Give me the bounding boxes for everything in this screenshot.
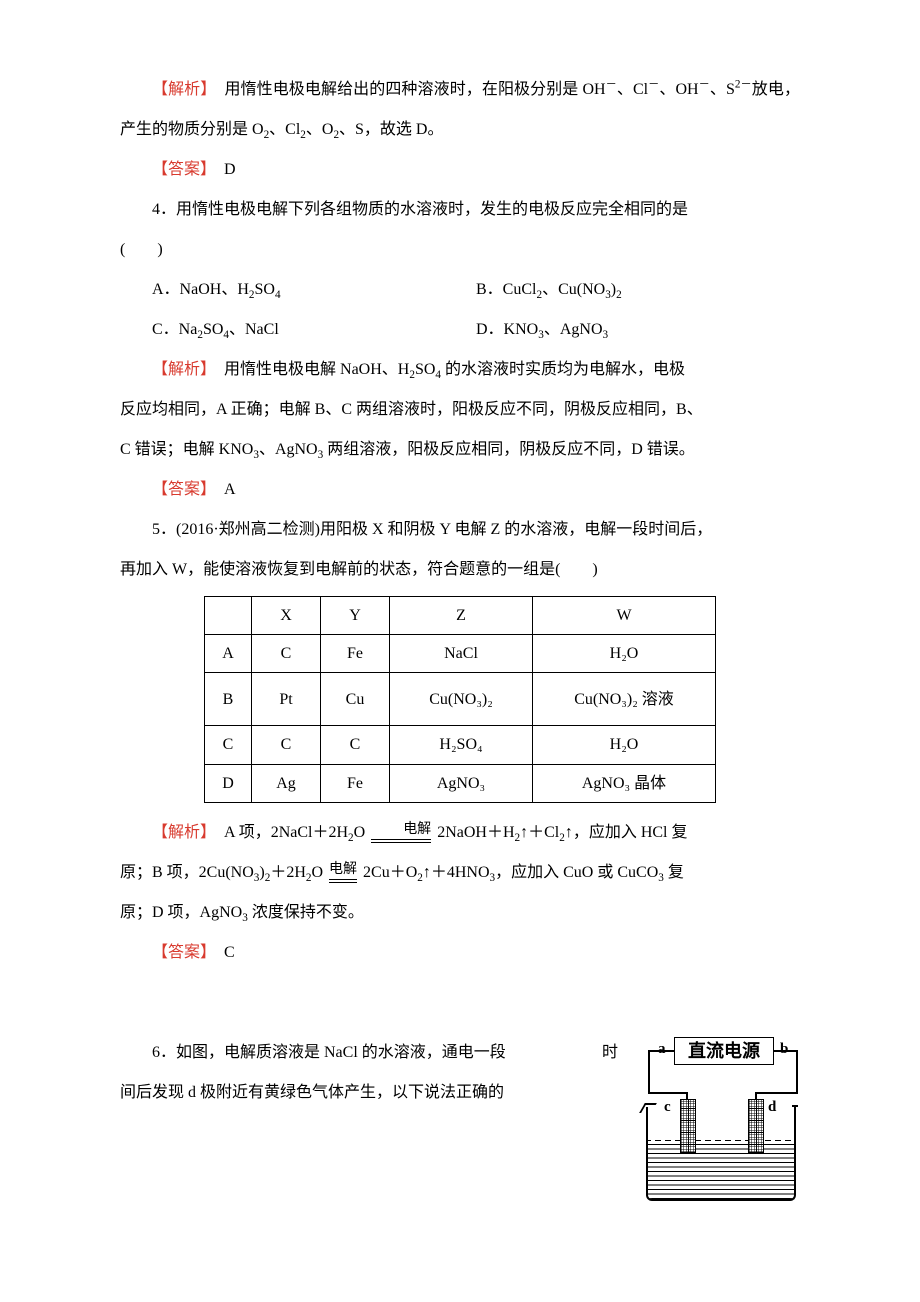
- q5-explanation-l3: 原；D 项，AgNO3 浓度保持不变。: [120, 893, 800, 933]
- q5-table: X Y Z W A C Fe NaCl H₂O B Pt Cu Cu(NO₃)₂…: [204, 596, 716, 803]
- answer-label: 【答案】: [152, 161, 208, 178]
- q5-stem-l1: 5．(2016·郑州高二检测)用阳极 X 和阴极 Y 电解 Z 的水溶液，电解一…: [120, 510, 800, 550]
- table-row: C C C H₂SO₄ H₂O: [205, 726, 716, 764]
- q4-option-b: B．CuCl2、Cu(NO3)2: [476, 270, 800, 310]
- table-row: X Y Z W: [205, 597, 716, 635]
- q4-stem: 4．用惰性电极电解下列各组物质的水溶液时，发生的电极反应完全相同的是: [120, 190, 800, 230]
- q4-options-row1: A．NaOH、H2SO4 B．CuCl2、Cu(NO3)2: [120, 270, 800, 310]
- q4-explanation-l3: C 错误；电解 KNO3、AgNO3 两组溶液，阳极反应相同，阴极反应不同，D …: [120, 430, 800, 470]
- q4-explanation-l2: 反应均相同，A 正确；电解 B、C 两组溶液时，阳极反应不同，阴极反应相同，B、: [120, 390, 800, 430]
- electrode-d: [748, 1099, 764, 1153]
- q6-block: a b 直流电源 c d: [120, 1033, 800, 1207]
- table-row: D Ag Fe AgNO₃ AgNO₃ 晶体: [205, 764, 716, 802]
- answer-value: C: [208, 944, 235, 961]
- q4-option-c: C．Na2SO4、NaCl: [152, 310, 476, 350]
- explain-label: 【解析】: [152, 81, 208, 98]
- q4-answer: 【答案】 A: [120, 470, 800, 510]
- q5-stem-l2: 再加入 W，能使溶液恢复到电解前的状态，符合题意的一组是( ): [120, 550, 800, 590]
- table-row: A C Fe NaCl H₂O: [205, 635, 716, 673]
- q4-option-a: A．NaOH、H2SO4: [152, 270, 476, 310]
- answer-value: D: [208, 161, 236, 178]
- q4-options-row2: C．Na2SO4、NaCl D．KNO3、AgNO3: [120, 310, 800, 350]
- electrode-c: [680, 1099, 696, 1153]
- beaker: [646, 1107, 796, 1201]
- q5-explanation-l1: 【解析】 A 项，2NaCl＋2H2O 电解 2NaOH＋H2↑＋Cl2↑，应加…: [120, 813, 800, 853]
- dc-power-box: 直流电源: [674, 1037, 774, 1065]
- q3-answer: 【答案】 D: [120, 150, 800, 190]
- q5-explanation-l2: 原；B 项，2Cu(NO3)2＋2H2O 电解 2Cu＋O2↑＋4HNO3，应加…: [120, 853, 800, 893]
- q5-answer: 【答案】 C: [120, 933, 800, 973]
- q4-explanation: 【解析】 用惰性电极电解 NaOH、H2SO4 的水溶液时实质均为电解水，电极: [120, 350, 800, 390]
- electrolysis-symbol: 电解: [371, 822, 431, 843]
- q4-stem-paren: ( ): [120, 230, 800, 270]
- answer-label: 【答案】: [152, 481, 208, 498]
- explain-label: 【解析】: [152, 361, 208, 378]
- q6-figure: a b 直流电源 c d: [628, 1037, 800, 1207]
- q3-explanation: 【解析】 用惰性电极电解给出的四种溶液时，在阳极分别是 OH－、Cl－、OH－、…: [120, 70, 800, 150]
- table-row: B Pt Cu Cu(NO₃)₂ Cu(NO₃)₂ 溶液: [205, 673, 716, 726]
- explain-label: 【解析】: [152, 824, 208, 841]
- electrolysis-diagram: a b 直流电源 c d: [628, 1037, 800, 1207]
- answer-value: A: [208, 481, 236, 498]
- electrolysis-symbol: 电解: [329, 862, 357, 883]
- q4-option-d: D．KNO3、AgNO3: [476, 310, 800, 350]
- answer-label: 【答案】: [152, 944, 208, 961]
